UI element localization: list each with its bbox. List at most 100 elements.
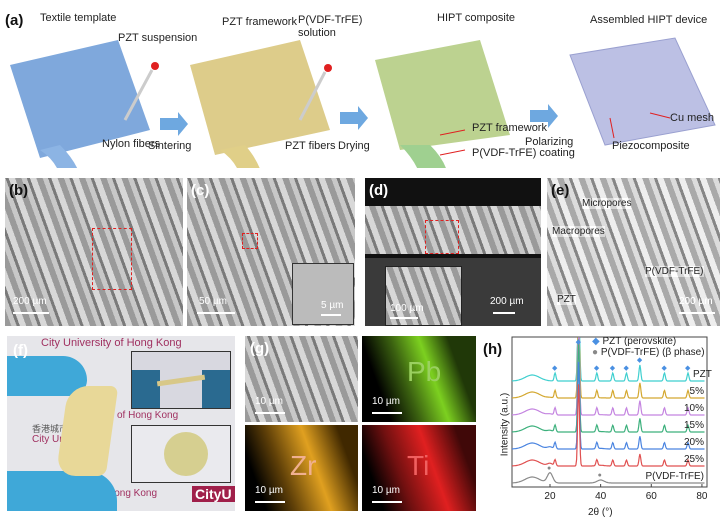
scale-bar <box>372 412 402 414</box>
annotation: P(VDF-TrFE) <box>645 266 704 277</box>
element-label: Pb <box>407 356 442 387</box>
scale-bar-label: 10 µm <box>372 485 400 496</box>
peak-marker: ● <box>598 472 602 479</box>
peak-marker: ◆ <box>685 365 691 372</box>
hipt-film <box>55 386 119 476</box>
step-note: PZT framework <box>472 122 547 134</box>
peak-marker: ● <box>547 465 551 472</box>
panel-g-sem-image: (g) 10 µm <box>245 336 358 422</box>
series-label: 15% <box>684 420 704 431</box>
step-title: Textile template <box>40 12 117 24</box>
step-title: HIPT composite <box>437 12 516 24</box>
annotation: Macropores <box>552 226 605 237</box>
step-note: Piezocomposite <box>612 140 690 152</box>
xrd-trace <box>512 337 705 399</box>
process-illustration <box>10 37 716 168</box>
scale-bar <box>197 312 235 314</box>
panel-e-sem-image: (e) Micropores Macropores P(VDF-TrFE) PZ… <box>547 178 720 326</box>
dot-icon: ● <box>592 347 599 358</box>
scale-bar-label: 200 µm <box>679 296 713 307</box>
scale-bar-label: 100 µm <box>390 303 424 314</box>
glove-left <box>132 370 160 408</box>
panel-f-label: (f) <box>13 342 28 359</box>
panel-h-label: (h) <box>483 341 503 358</box>
x-tick-label: 60 <box>646 491 658 502</box>
glove-right <box>202 370 230 408</box>
panel-b-sem-image: (b) 200 µm <box>5 178 183 326</box>
step-note: Cu mesh <box>670 112 715 124</box>
background-text: City University of Hong Kong <box>41 337 182 349</box>
pointer-arrow <box>649 112 671 119</box>
x-tick-label: 80 <box>696 491 708 502</box>
scale-bar-label: 5 µm <box>321 300 344 311</box>
scale-bar <box>372 501 402 503</box>
panel-b-label: (b) <box>9 182 29 199</box>
series-label: PZT <box>693 369 712 380</box>
glove-bottom <box>7 471 117 511</box>
peak-marker: ◆ <box>576 339 582 346</box>
background-text: Hong Kong <box>107 488 158 499</box>
step-note: P(VDF-TrFE) coating <box>472 147 575 159</box>
annotation: Micropores <box>582 198 632 209</box>
pipette-1 <box>123 69 154 121</box>
cross-section <box>365 206 541 254</box>
peak-marker: ◆ <box>610 365 616 372</box>
zr-eds-map: Zr 10 µm <box>245 425 358 511</box>
legend-item: ◆ PZT (perovskite) <box>592 336 676 347</box>
pb-eds-map: Pb 10 µm <box>362 336 476 422</box>
panel-c-label: (c) <box>191 182 210 199</box>
scale-bar <box>255 501 285 503</box>
arrow-icon <box>160 112 188 136</box>
background-text: 香港城市大學 <box>32 424 87 434</box>
annotation: PZT <box>557 294 576 305</box>
arrow-label: Polarizing <box>525 136 574 148</box>
pointer-arrow <box>609 117 615 139</box>
xrd-trace <box>512 337 705 416</box>
legend-text: P(VDF-TrFE) (β phase) <box>600 347 705 358</box>
series-label: 20% <box>684 437 704 448</box>
y-axis-label: Intensity (a.u.) <box>499 392 511 457</box>
inset-disc-photo <box>131 425 231 483</box>
hipt-fibers <box>400 145 446 168</box>
scale-bar <box>493 312 515 314</box>
pointer-arrow <box>439 129 466 136</box>
step-title: Assembled HIPT device <box>590 14 708 26</box>
panel-d-label: (d) <box>369 182 389 199</box>
panel-c-sem-image: (c) 50 µm 5 µm <box>187 178 355 326</box>
panel-g-label: (g) <box>250 340 270 357</box>
element-label: Zr <box>290 450 317 481</box>
legend-text: PZT (perovskite) <box>602 336 677 347</box>
legend-item: ● P(VDF-TrFE) (β phase) <box>592 347 705 358</box>
pzt-framework-sheet <box>190 40 330 155</box>
series-label: 10% <box>684 403 704 414</box>
plot-frame <box>511 336 708 488</box>
ti-eds-map: Ti 10 µm <box>362 425 476 511</box>
xrd-trace <box>512 361 705 450</box>
nylon-fibers <box>40 145 78 168</box>
arrow-icon <box>530 104 558 128</box>
scale-bar <box>13 312 49 314</box>
element-label: Ti <box>407 450 430 481</box>
bent-film <box>156 374 206 387</box>
scale-bar <box>321 314 341 316</box>
peak-marker: ◆ <box>552 365 558 372</box>
panel-a: (a) Textile template PZT suspension Nylo… <box>0 0 723 168</box>
x-tick-label: 40 <box>595 491 607 502</box>
panel-a-label: (a) <box>5 12 24 29</box>
arrow-label: Drying <box>338 140 370 152</box>
pipette-2 <box>298 71 327 121</box>
pipette-bulb-icon <box>324 64 332 72</box>
series-label: 5% <box>690 386 705 397</box>
step-note: PZT fibers <box>285 140 336 152</box>
panel-f-photo: City University of Hong Kong of Hong Kon… <box>7 336 235 511</box>
step-note: P(VDF-TrFE) solution <box>298 14 363 39</box>
xrd-trace <box>512 337 705 382</box>
step-title: PZT framework <box>222 16 297 28</box>
glove-top <box>7 356 87 396</box>
panel-d-sem-image: (d) 100 µm 200 µm <box>365 178 541 326</box>
series-label: P(VDF-TrFE) <box>645 471 704 482</box>
x-tick-label: 20 <box>544 491 556 502</box>
scale-bar-label: 10 µm <box>255 485 283 496</box>
